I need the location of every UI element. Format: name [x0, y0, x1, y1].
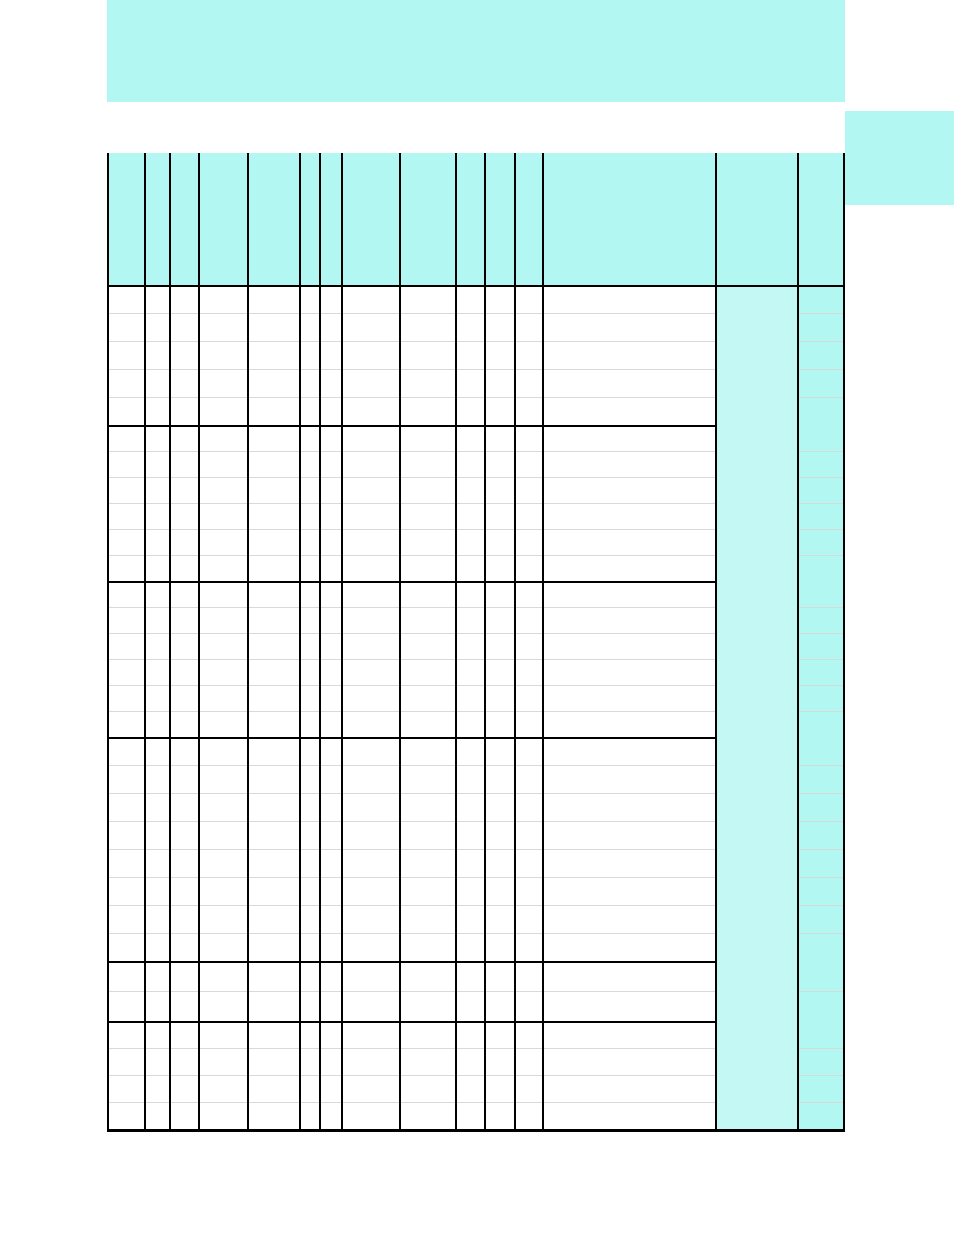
cell-col13	[715, 1075, 797, 1102]
cell-col13	[715, 285, 797, 313]
cell-col13	[715, 961, 797, 991]
cell-col13	[715, 711, 797, 737]
cell-col13	[715, 369, 797, 397]
cell-col13	[715, 425, 797, 451]
col-line	[455, 153, 457, 1132]
col-line	[319, 153, 321, 1132]
cell-col13	[715, 933, 797, 961]
cell-col13	[715, 555, 797, 581]
col-line	[341, 153, 343, 1132]
cell-col13	[715, 633, 797, 659]
cell-col13	[715, 313, 797, 341]
table-header-fill	[107, 153, 845, 285]
col-line	[107, 153, 109, 1132]
header-bottom-border	[107, 285, 845, 287]
cell-col13	[715, 1102, 797, 1129]
col-line	[169, 153, 171, 1132]
col-line	[484, 153, 486, 1132]
cell-col13	[715, 1021, 797, 1048]
cell-col13	[715, 581, 797, 607]
table-bottom-border	[107, 1130, 845, 1132]
col-line	[247, 153, 249, 1132]
col-line	[144, 153, 146, 1132]
col-line	[542, 153, 544, 1132]
cell-col13	[715, 793, 797, 821]
col-line	[399, 153, 401, 1132]
side-tab	[845, 111, 954, 205]
cell-col13	[715, 341, 797, 369]
col-line-right	[843, 153, 845, 1132]
col-line	[198, 153, 200, 1132]
page-root	[0, 0, 954, 1235]
cell-col13	[715, 821, 797, 849]
cell-col13	[715, 607, 797, 633]
cell-col13	[715, 529, 797, 555]
cell-col13	[715, 659, 797, 685]
col-line	[299, 153, 301, 1132]
title-bar	[107, 0, 845, 102]
cell-col13	[715, 905, 797, 933]
group-col14-highlight	[797, 285, 845, 425]
cell-col13	[715, 1048, 797, 1075]
cell-col13	[715, 451, 797, 477]
cell-col13	[715, 877, 797, 905]
col-line	[797, 153, 799, 1132]
cell-col13	[715, 685, 797, 711]
cell-col13	[715, 849, 797, 877]
cell-col13	[715, 503, 797, 529]
cell-col13	[715, 737, 797, 765]
col-line	[715, 153, 717, 1132]
cell-col13	[715, 765, 797, 793]
cell-col13	[715, 991, 797, 1021]
col-line	[514, 153, 516, 1132]
cell-col13	[715, 397, 797, 425]
cell-col13	[715, 477, 797, 503]
